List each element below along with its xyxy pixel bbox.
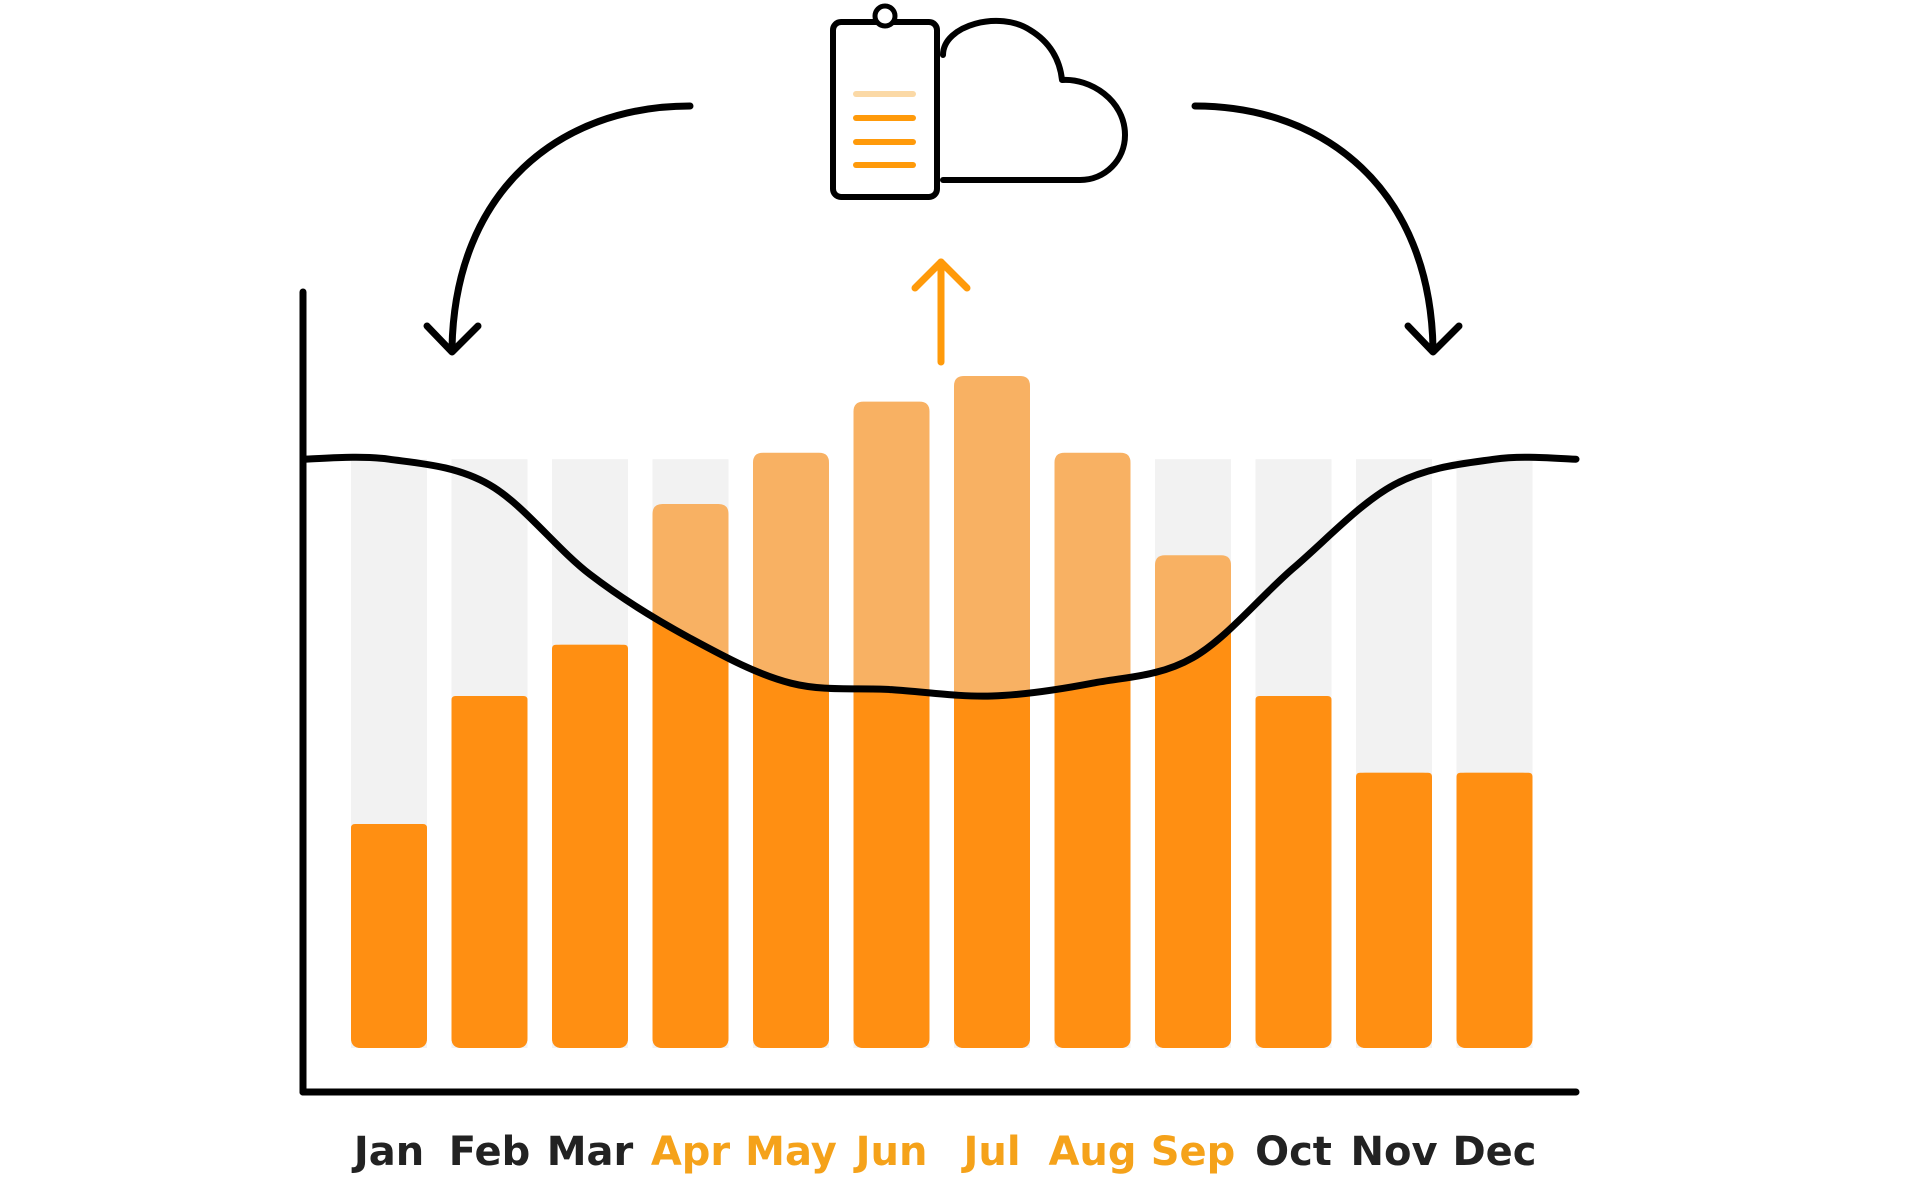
curved-arrow-left-icon [423, 102, 694, 356]
clipboard-icon [830, 3, 940, 200]
bar-sep [1155, 555, 1231, 1048]
arrow-up-icon [911, 258, 971, 366]
month-label-aug: Aug [1048, 1129, 1136, 1175]
month-label-may: May [745, 1129, 837, 1175]
bar-nov [1356, 772, 1432, 1048]
bar-fill-group [351, 457, 1533, 1048]
bar-background-group [351, 459, 1533, 1048]
bar-highlight-group [351, 376, 1533, 1049]
month-label-oct: Oct [1255, 1129, 1332, 1175]
cloud-icon [940, 17, 1128, 183]
curved-arrow-right-icon [1191, 102, 1463, 356]
bar-oct [1255, 696, 1332, 1048]
bar-jan [351, 824, 427, 1048]
month-label-feb: Feb [449, 1129, 530, 1175]
month-label-jun: Jun [853, 1129, 928, 1175]
month-label-nov: Nov [1350, 1129, 1437, 1175]
month-label-mar: Mar [547, 1129, 634, 1175]
month-label-jul: Jul [960, 1129, 1020, 1175]
bar-dec [1456, 772, 1533, 1048]
month-label-apr: Apr [651, 1129, 731, 1175]
bar-feb [451, 696, 528, 1048]
month-labels: Jan Feb Mar Apr May Jun Jul Aug Sep Oct Nov Dec [351, 1129, 1537, 1175]
month-label-dec: Dec [1452, 1129, 1536, 1175]
month-label-jan: Jan [351, 1129, 424, 1175]
bar-mar [552, 644, 628, 1048]
month-label-sep: Sep [1151, 1129, 1236, 1175]
consumption-curve [299, 453, 1580, 700]
storage-cloud-illustration [830, 3, 1128, 200]
